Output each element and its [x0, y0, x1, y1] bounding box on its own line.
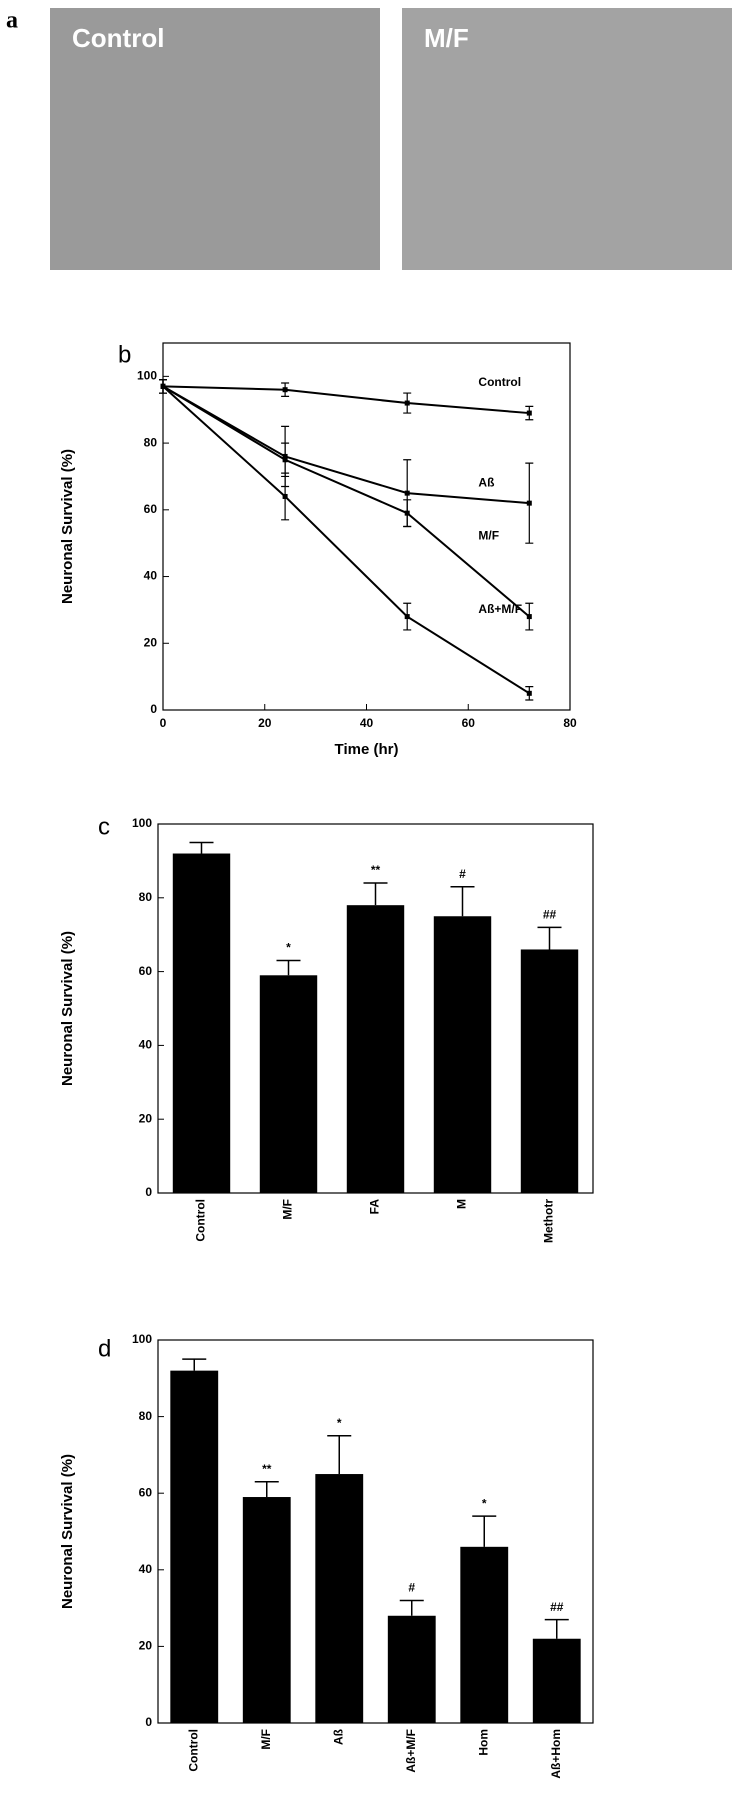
y-tick-label: 0: [145, 1185, 152, 1199]
series-line: [162, 385, 530, 415]
error-bar: [327, 1435, 352, 1475]
y-tick-label: 20: [139, 1111, 153, 1125]
y-axis-title: Neuronal Survival (%): [59, 931, 76, 1086]
y-tick-label: 80: [144, 435, 158, 449]
error-bar: [399, 1599, 424, 1616]
x-tick-label: Control: [186, 1729, 200, 1772]
error-bar: [544, 1618, 569, 1639]
y-tick-label: 60: [139, 1485, 153, 1499]
bar: [172, 853, 231, 1193]
series-label: Control: [478, 375, 521, 389]
bar: [460, 1546, 509, 1723]
data-point: [526, 690, 532, 696]
y-tick-label: 60: [144, 502, 158, 516]
significance-mark: **: [262, 1462, 272, 1476]
data-point: [404, 400, 410, 406]
x-tick-label: Aß+M/F: [404, 1729, 418, 1773]
x-tick-label: Hom: [476, 1729, 490, 1756]
x-tick-label: Methotr: [542, 1199, 556, 1243]
error-bar: [254, 1480, 279, 1498]
panel-label: a: [6, 8, 18, 34]
y-tick-label: 0: [145, 1715, 152, 1729]
panel-label: c: [98, 813, 110, 840]
bar: [315, 1474, 364, 1723]
data-point: [526, 500, 532, 506]
x-axis-title: Time (hr): [335, 741, 399, 758]
x-tick-label: 0: [160, 716, 167, 730]
x-tick-label: M/F: [259, 1729, 273, 1750]
plot-frame: [157, 1339, 594, 1724]
bar: [387, 1615, 436, 1723]
x-tick-label: Aß: [331, 1729, 345, 1745]
error-bar: [450, 885, 475, 917]
y-tick-label: 100: [132, 816, 152, 830]
significance-mark: *: [286, 941, 291, 955]
x-tick-label: 20: [258, 716, 272, 730]
error-bar: [189, 841, 214, 854]
panel-label: b: [118, 341, 131, 368]
error-bar: [276, 959, 301, 976]
y-tick-label: 100: [132, 1332, 152, 1346]
error-bar: [537, 926, 562, 950]
x-tick-label: Aß+Hom: [549, 1729, 563, 1779]
series-line: [162, 385, 530, 505]
x-tick-label: 80: [563, 716, 577, 730]
significance-mark: ##: [543, 907, 557, 921]
y-tick-label: 40: [144, 569, 158, 583]
error-bar: [182, 1358, 207, 1371]
x-tick-label: M/F: [281, 1199, 295, 1220]
y-tick-label: 40: [139, 1038, 153, 1052]
data-point: [282, 457, 288, 463]
data-point: [526, 410, 532, 416]
significance-mark: #: [459, 867, 466, 881]
bar: [259, 975, 318, 1193]
x-tick-label: FA: [368, 1199, 382, 1215]
significance-mark: **: [371, 863, 381, 877]
bar: [346, 905, 405, 1193]
image-label: Control: [72, 23, 164, 53]
data-point: [282, 493, 288, 499]
significance-mark: *: [482, 1496, 487, 1510]
bar: [170, 1370, 219, 1723]
y-axis-title: Neuronal Survival (%): [59, 1454, 76, 1609]
y-tick-label: 40: [139, 1562, 153, 1576]
significance-mark: ##: [550, 1600, 564, 1614]
data-point: [404, 510, 410, 516]
x-tick-label: 40: [360, 716, 374, 730]
series-label: M/F: [478, 529, 499, 543]
micrograph: [50, 8, 380, 270]
micrograph: [402, 8, 732, 270]
significance-mark: *: [337, 1416, 342, 1430]
y-tick-label: 20: [139, 1639, 153, 1653]
panel-label: d: [98, 1335, 111, 1362]
significance-mark: #: [408, 1581, 415, 1595]
x-tick-label: M: [455, 1199, 469, 1209]
y-tick-label: 0: [150, 702, 157, 716]
data-point: [404, 490, 410, 496]
bar: [433, 916, 492, 1193]
series-line: [162, 385, 530, 618]
series-label: Aß: [478, 475, 494, 489]
x-tick-label: Control: [194, 1199, 208, 1242]
bar: [532, 1638, 581, 1723]
image-label: M/F: [424, 23, 469, 53]
data-point: [160, 383, 166, 389]
bar: [242, 1497, 291, 1723]
error-bar: [363, 882, 388, 906]
y-tick-label: 20: [144, 635, 158, 649]
data-point: [404, 614, 410, 620]
y-tick-label: 100: [137, 369, 157, 383]
data-point: [282, 387, 288, 393]
series-line: [162, 385, 530, 695]
data-point: [526, 614, 532, 620]
x-tick-label: 60: [462, 716, 476, 730]
y-axis-title: Neuronal Survival (%): [59, 449, 76, 604]
y-tick-label: 80: [139, 890, 153, 904]
bar: [520, 949, 579, 1193]
series-label: Aß+M/F: [478, 602, 522, 616]
error-bar: [472, 1515, 497, 1547]
y-tick-label: 60: [139, 964, 153, 978]
y-tick-label: 80: [139, 1409, 153, 1423]
